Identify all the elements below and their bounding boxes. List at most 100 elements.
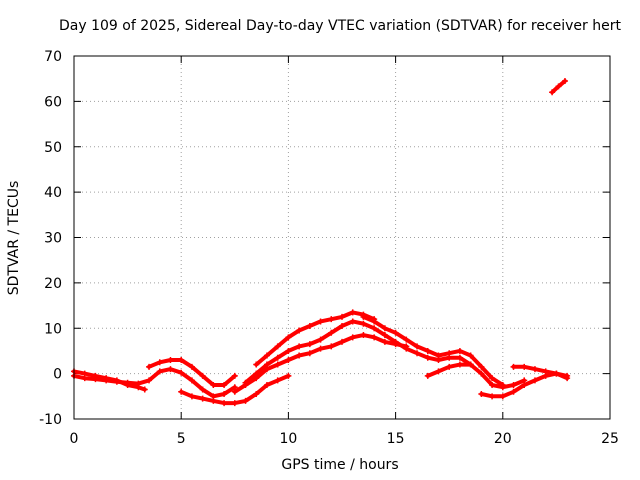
data-point — [156, 359, 163, 366]
data-point — [564, 372, 571, 379]
data-point — [414, 350, 421, 357]
data-point — [371, 334, 378, 341]
data-point — [424, 347, 431, 354]
data-point — [521, 363, 528, 370]
data-point — [478, 363, 485, 370]
data-point — [306, 350, 313, 357]
data-point — [242, 379, 249, 386]
data-point — [531, 377, 538, 384]
data-point — [188, 363, 195, 370]
data-point — [285, 347, 292, 354]
data-point — [328, 316, 335, 323]
data-point — [242, 397, 249, 404]
data-point — [274, 354, 281, 361]
data-series — [71, 77, 571, 407]
data-point — [510, 388, 517, 395]
series-track-3 — [146, 357, 238, 388]
data-point — [274, 343, 281, 350]
axis-ticks: 0 5 10 15 20 25 -10 0 10 20 30 40 50 60 70 — [39, 49, 619, 447]
data-point — [317, 318, 324, 325]
data-point — [489, 381, 496, 388]
data-point — [360, 332, 367, 339]
data-point — [167, 366, 174, 373]
x-tick-label: 5 — [177, 431, 186, 447]
data-point — [306, 341, 313, 348]
data-point — [371, 325, 378, 332]
data-point — [188, 377, 195, 384]
data-point — [146, 377, 153, 384]
data-point — [489, 393, 496, 400]
data-point — [349, 318, 356, 325]
data-point — [478, 391, 485, 398]
data-point — [285, 357, 292, 364]
data-point — [553, 370, 560, 377]
data-point — [156, 368, 163, 375]
data-point — [478, 370, 485, 377]
series-track-7 — [253, 309, 378, 368]
y-tick-label: 50 — [44, 140, 62, 156]
x-axis-label: GPS time / hours — [281, 457, 399, 473]
data-point — [424, 372, 431, 379]
data-point — [381, 332, 388, 339]
data-point — [306, 322, 313, 329]
data-point — [349, 309, 356, 316]
data-point — [167, 357, 174, 364]
data-point — [178, 357, 185, 364]
series-track-12 — [549, 77, 568, 96]
data-point — [146, 363, 153, 370]
data-point — [296, 343, 303, 350]
data-point — [403, 345, 410, 352]
data-point — [360, 320, 367, 327]
series-track-11 — [510, 363, 571, 379]
data-point — [521, 381, 528, 388]
series-track-5 — [231, 332, 410, 395]
data-point — [555, 83, 562, 90]
series-track-2 — [71, 368, 148, 393]
x-tick-label: 15 — [387, 431, 405, 447]
series-line — [72, 367, 237, 399]
data-point — [456, 347, 463, 354]
data-point — [414, 343, 421, 350]
data-point — [499, 381, 506, 388]
y-tick-label: 30 — [44, 231, 62, 247]
data-point — [446, 350, 453, 357]
series-track-4 — [178, 372, 292, 407]
data-point — [263, 352, 270, 359]
data-point — [349, 334, 356, 341]
chart-title: Day 109 of 2025, Sidereal Day-to-day VTE… — [59, 18, 621, 34]
data-point — [221, 381, 228, 388]
data-point — [403, 336, 410, 343]
data-point — [263, 361, 270, 368]
data-point — [531, 366, 538, 373]
data-point — [231, 400, 238, 407]
x-tick-label: 10 — [279, 431, 297, 447]
y-tick-label: 20 — [44, 276, 62, 292]
data-point — [199, 372, 206, 379]
data-point — [141, 386, 148, 393]
data-point — [296, 327, 303, 334]
data-point — [489, 375, 496, 382]
data-point — [499, 393, 506, 400]
data-point — [124, 381, 131, 388]
data-point — [296, 352, 303, 359]
data-point — [549, 89, 556, 96]
series-line — [511, 364, 570, 378]
data-point — [392, 338, 399, 345]
data-point — [317, 336, 324, 343]
data-point — [178, 369, 185, 376]
data-point — [263, 381, 270, 388]
y-tick-label: -10 — [39, 412, 62, 428]
data-point — [253, 391, 260, 398]
data-point — [510, 363, 517, 370]
data-point — [210, 381, 217, 388]
data-point — [210, 397, 217, 404]
data-point — [178, 388, 185, 395]
data-point — [317, 345, 324, 352]
x-tick-label: 20 — [494, 431, 512, 447]
data-point — [328, 329, 335, 336]
data-point — [221, 391, 228, 398]
data-point — [446, 363, 453, 370]
data-point — [253, 361, 260, 368]
data-point — [371, 318, 378, 325]
data-point — [274, 377, 281, 384]
